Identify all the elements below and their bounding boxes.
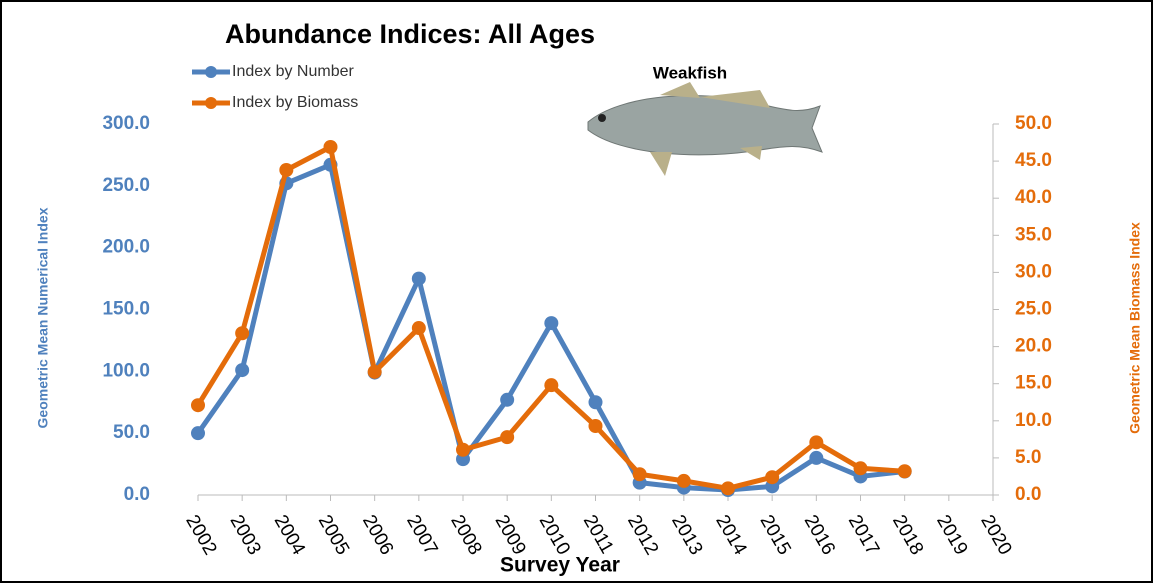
y2-tick-label: 10.0	[1015, 410, 1052, 431]
y2-tick-label: 5.0	[1015, 447, 1041, 468]
point-marker	[765, 470, 780, 485]
point-marker	[411, 271, 426, 286]
y-tick-label: 300.0	[102, 113, 150, 134]
point-marker	[191, 398, 205, 413]
point-marker	[588, 418, 603, 433]
point-marker	[809, 450, 824, 465]
legend-marker	[205, 97, 217, 109]
point-marker	[897, 464, 912, 479]
y2-tick-label: 40.0	[1015, 187, 1052, 208]
y2-axis-label: Geometric Mean Biomass Index	[1127, 222, 1143, 434]
point-marker	[544, 378, 559, 393]
point-marker	[323, 140, 338, 155]
y2-tick-label: 15.0	[1015, 373, 1052, 394]
y2-tick-label: 30.0	[1015, 261, 1052, 282]
y-tick-label: 50.0	[113, 422, 150, 443]
y-tick-label: 200.0	[102, 237, 150, 258]
point-marker	[235, 326, 250, 341]
legend-marker	[205, 66, 217, 78]
point-marker	[367, 364, 382, 379]
x-axis-label: Survey Year	[500, 554, 620, 577]
point-marker	[279, 163, 294, 178]
y2-tick-label: 0.0	[1015, 484, 1041, 505]
point-marker	[191, 426, 205, 441]
y-tick-label: 250.0	[102, 175, 150, 196]
legend-label: Index by Number	[232, 63, 355, 80]
y2-tick-label: 50.0	[1015, 113, 1052, 134]
fish-illustration	[587, 82, 823, 176]
point-marker	[809, 435, 824, 450]
legend-label: Index by Biomass	[232, 94, 358, 111]
point-marker	[500, 430, 515, 445]
point-marker	[588, 395, 603, 410]
point-marker	[632, 467, 647, 482]
point-marker	[853, 461, 868, 476]
chart-subtitle: Weakfish	[653, 63, 727, 82]
y-tick-label: 0.0	[124, 484, 150, 505]
y-axis-label: Geometric Mean Numerical Index	[35, 207, 51, 428]
y-tick-label: 100.0	[102, 360, 150, 381]
y2-tick-label: 25.0	[1015, 299, 1052, 320]
point-marker	[411, 321, 426, 336]
point-marker	[721, 481, 735, 496]
y2-tick-label: 20.0	[1015, 336, 1052, 357]
point-marker	[456, 442, 470, 457]
y2-tick-label: 35.0	[1015, 224, 1052, 245]
chart-title: Abundance Indices: All Ages	[225, 19, 595, 49]
point-marker	[544, 316, 559, 331]
point-marker	[500, 392, 515, 407]
point-marker	[235, 363, 250, 378]
y-tick-label: 150.0	[102, 299, 150, 320]
point-marker	[676, 473, 691, 488]
y2-tick-label: 45.0	[1015, 150, 1052, 171]
